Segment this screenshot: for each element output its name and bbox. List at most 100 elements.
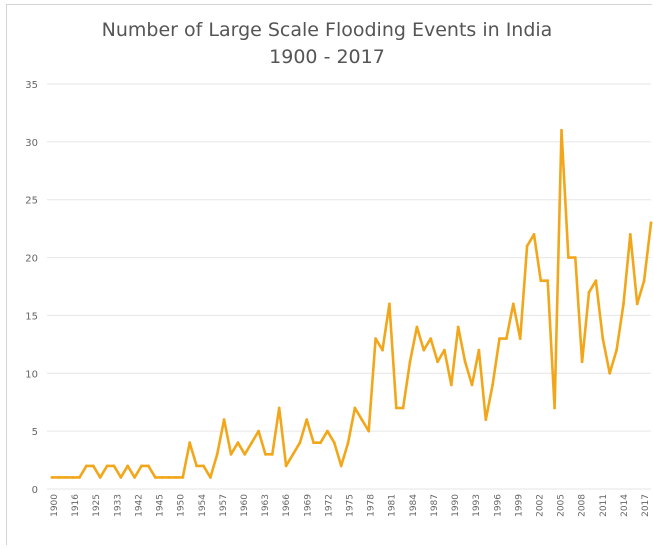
data-point — [546, 279, 550, 283]
chart-frame — [6, 4, 652, 545]
data-point — [374, 337, 377, 340]
data-point — [553, 406, 556, 410]
data-point — [291, 452, 295, 456]
data-point — [622, 302, 625, 306]
x-tick-label: 1981 — [388, 494, 398, 517]
data-point — [477, 348, 481, 352]
data-point — [250, 441, 254, 445]
data-point — [436, 360, 439, 364]
x-tick-label: 1942 — [134, 494, 144, 517]
data-point — [284, 464, 288, 468]
data-point — [140, 464, 143, 468]
data-point — [649, 221, 653, 225]
data-point — [560, 128, 563, 132]
x-tick-label: 1990 — [451, 494, 461, 517]
x-tick-label: 1999 — [514, 494, 524, 517]
data-point — [525, 244, 529, 248]
x-tick-label: 1925 — [92, 494, 102, 517]
series-layer — [50, 128, 653, 479]
x-tick-label: 1987 — [430, 494, 440, 517]
x-tick-label: 1996 — [493, 494, 503, 517]
data-point — [119, 476, 123, 479]
x-tick-label: 1984 — [409, 494, 419, 517]
data-point — [381, 348, 384, 352]
data-point — [346, 441, 350, 445]
data-point — [229, 452, 233, 456]
data-point — [305, 418, 309, 421]
data-point — [608, 371, 612, 375]
x-tick-label: 2014 — [620, 494, 630, 517]
y-tick-label: 20 — [25, 254, 38, 265]
data-point — [394, 406, 398, 410]
data-point — [573, 256, 577, 259]
data-point — [57, 476, 61, 479]
data-point — [518, 337, 522, 340]
data-point — [91, 464, 95, 468]
data-point — [298, 441, 302, 445]
x-tick-label: 1916 — [71, 494, 81, 517]
x-tick-label: 2005 — [557, 494, 567, 517]
data-point — [429, 337, 433, 340]
data-point — [326, 429, 329, 433]
data-point — [511, 302, 515, 306]
data-point — [491, 383, 494, 387]
data-point — [456, 325, 460, 329]
data-point — [133, 476, 137, 479]
data-point — [181, 476, 185, 479]
data-point — [78, 476, 81, 479]
data-point — [202, 464, 205, 468]
data-point — [484, 418, 488, 421]
x-tick-label: 1969 — [303, 494, 313, 517]
x-tick-label: 1954 — [198, 494, 208, 517]
data-point — [415, 325, 419, 329]
data-point — [85, 464, 88, 468]
y-tick-label: 25 — [25, 196, 38, 207]
x-tick-label: 2002 — [535, 494, 545, 517]
data-point — [463, 360, 467, 364]
data-point — [147, 464, 150, 468]
data-point — [64, 476, 68, 479]
x-tick-label: 2017 — [641, 494, 651, 517]
x-tick-label: 1966 — [282, 494, 292, 517]
data-point — [50, 476, 54, 479]
data-point — [539, 279, 543, 283]
x-tick-label: 1933 — [113, 494, 123, 517]
data-point — [98, 476, 102, 479]
chart-title-block: Number of Large Scale Flooding Events in… — [0, 17, 654, 71]
data-point — [422, 348, 426, 352]
y-tick-label: 35 — [25, 80, 38, 91]
x-tick-label: 2011 — [599, 494, 609, 517]
data-point — [642, 279, 646, 283]
x-tick-label: 1972 — [324, 494, 334, 517]
data-point — [174, 476, 178, 479]
y-tick-label: 30 — [25, 138, 38, 149]
data-point — [257, 429, 260, 433]
data-point — [209, 476, 212, 479]
data-point — [401, 406, 405, 410]
x-tick-label: 1950 — [177, 494, 187, 517]
data-point — [449, 383, 453, 387]
data-point — [353, 406, 357, 410]
data-point — [628, 233, 632, 236]
x-tick-label: 1957 — [219, 494, 229, 517]
x-tick-label: 1975 — [346, 494, 356, 517]
x-tick-label: 2008 — [578, 494, 588, 517]
data-point — [243, 452, 247, 456]
data-point — [443, 348, 446, 352]
x-tick-label: 1960 — [240, 494, 250, 517]
y-tick-label: 5 — [32, 427, 38, 438]
data-point — [498, 337, 501, 340]
data-point — [222, 418, 226, 421]
data-point — [312, 441, 315, 445]
data-point — [470, 383, 474, 387]
data-point — [332, 441, 336, 445]
data-point — [319, 441, 322, 445]
data-point — [635, 302, 639, 306]
data-point — [360, 418, 364, 421]
data-point — [505, 337, 508, 340]
chart-title: Number of Large Scale Flooding Events in… — [101, 19, 553, 41]
data-point — [580, 360, 584, 364]
data-point — [339, 464, 343, 468]
data-point — [277, 406, 281, 410]
